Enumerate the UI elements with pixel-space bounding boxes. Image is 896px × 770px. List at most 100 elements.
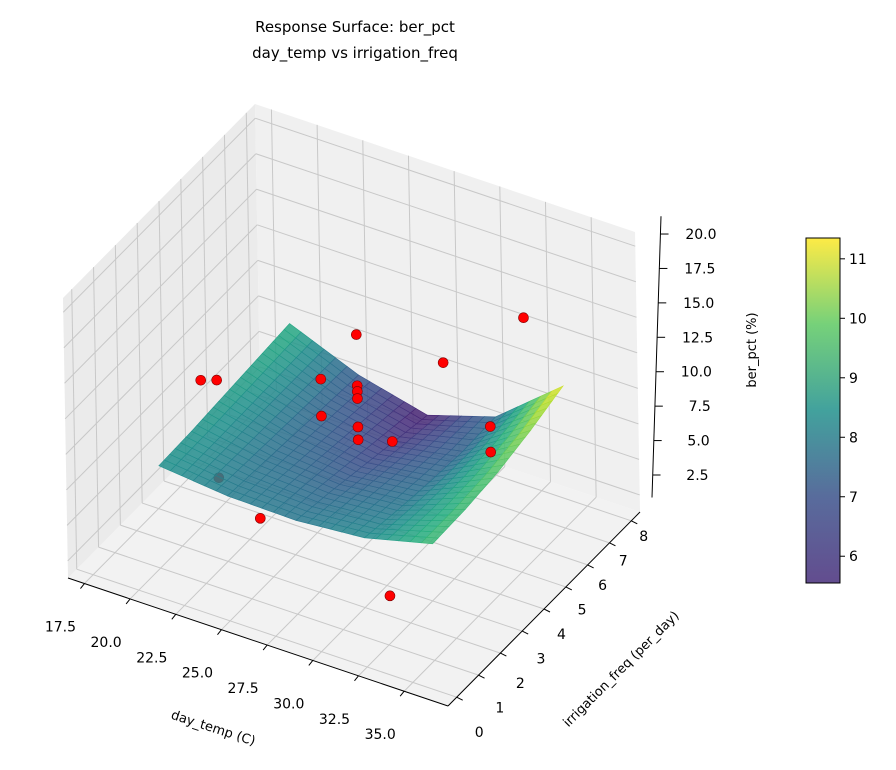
y-tick-label: 3 [536,652,545,668]
y-tick-label: 7 [619,553,628,569]
z-tick-label: 7.5 [689,399,711,415]
data-point [384,590,396,602]
x-axis-label: day_temp (C) [169,708,257,749]
grid-line-y [158,200,165,482]
y-tick [521,630,529,635]
data-point [352,393,363,404]
x-tick-label: 30.0 [273,696,304,712]
data-point [484,421,496,432]
data-point [352,421,364,433]
data-point [195,374,207,386]
y-tick-label: 8 [639,529,648,545]
x-tick [217,629,222,636]
grid-line-z [257,259,638,389]
grid-line-x [590,217,597,498]
y-tick [565,586,573,591]
grid-line-y [120,524,501,654]
grid-line-x [544,201,551,482]
grid-line-y [223,134,230,415]
colorbar-tick-label: 10 [849,311,867,327]
grid-line-y [163,480,545,610]
chart-subtitle: day_temp vs irrigation_freq [252,44,458,63]
y-tick-label: 5 [578,602,587,618]
x-axis-line [67,577,449,707]
y-tick-label: 1 [495,701,504,717]
grid-line-y [98,546,479,676]
z-tick-label: 12.5 [682,330,713,346]
grid-line-z [66,331,260,526]
y-tick-label: 0 [475,725,484,741]
chart-title: Response Surface: ber_pct [255,18,455,37]
x-tick [399,690,405,697]
grid-line-z [256,224,638,354]
y-tick-label: 4 [557,627,566,643]
grid-line-z [256,188,637,318]
grid-line-z [65,259,259,455]
grid-line-z [66,295,259,491]
grid-line-z [63,153,257,349]
data-point [387,436,398,447]
z-axis-line [651,216,662,498]
x-tick [354,675,359,682]
y-tick [587,564,594,569]
colorbar-tick-label: 11 [849,252,867,268]
axes: 17.520.022.525.027.530.032.535.0 01234567… [45,216,717,743]
z-tick-label: 2.5 [686,468,708,484]
y-tick [456,696,463,701]
grid-line-y [93,267,100,548]
x-tick-label: 17.5 [45,620,76,636]
data-point [485,446,497,458]
data-point [351,329,362,340]
data-point [437,357,449,368]
x-tick [125,598,131,605]
grid-line-x [362,140,369,421]
grid-line-z [64,188,257,384]
x-tick-label: 20.0 [91,635,122,651]
grid-line-y [114,245,121,526]
x-tick-label: 32.5 [319,712,350,728]
points-front [195,312,529,458]
x-tick-label: 27.5 [228,681,259,697]
response-surface [158,323,564,545]
grid-line-x [453,171,460,452]
z-tick-label: 17.5 [684,261,715,277]
y-tick-label: 6 [598,578,607,594]
y-tick [478,674,485,679]
grid-line-y [136,223,143,504]
grid-line-x [407,155,414,436]
x-tick-label: 22.5 [136,650,167,666]
grid-line-y [71,289,78,570]
z-tick-label: 5.0 [687,434,709,450]
x-tick-label: 25.0 [182,666,213,682]
z-axis-label: ber_pct (%) [745,312,760,387]
data-point [254,513,266,524]
colorbar: 6 7 8 9 10 11 [805,237,867,584]
data-point [316,410,327,422]
y-tick [500,652,507,657]
x-tick [262,644,268,651]
grid-line-z [255,153,637,283]
z-tick-label: 10.0 [681,365,712,381]
grid-line-y [142,502,523,632]
y-tick [609,542,616,547]
colorbar-tick-label: 8 [849,430,858,446]
data-point [518,312,529,324]
grid-line-z [62,117,256,313]
grid-line-y [180,178,187,459]
colorbar-tick-label: 9 [849,371,858,387]
surface-facet [420,536,439,545]
grid-line-z [255,117,636,247]
grid-line-z [64,224,258,420]
data-point [352,434,364,446]
data-point [211,374,222,386]
grid-line-y [76,568,457,698]
x-tick-label: 35.0 [365,727,396,743]
y-tick [631,520,638,525]
colorbar-tick-label: 6 [849,549,858,565]
data-point [315,373,327,385]
x-tick [308,660,314,666]
colorbar-tick-label: 7 [849,490,858,506]
z-tick-label: 20.0 [685,227,716,243]
